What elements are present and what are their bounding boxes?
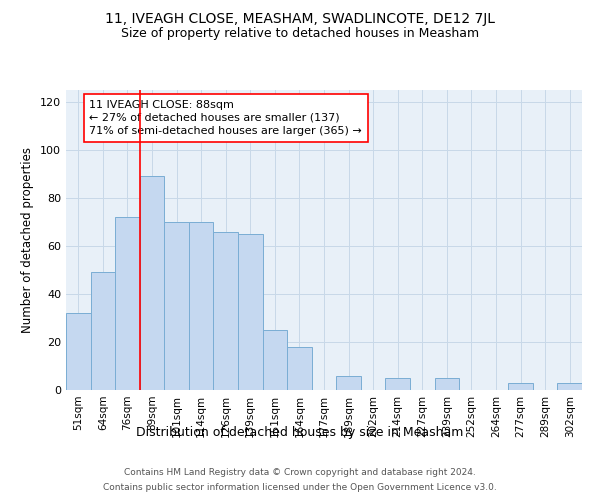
- Bar: [66, 313, 91, 390]
- Bar: [385, 378, 410, 390]
- Text: Contains public sector information licensed under the Open Government Licence v3: Contains public sector information licen…: [103, 483, 497, 492]
- Bar: [214, 232, 238, 390]
- Bar: [508, 383, 533, 390]
- Bar: [115, 217, 140, 390]
- Bar: [91, 272, 115, 390]
- Bar: [140, 176, 164, 390]
- Text: Contains HM Land Registry data © Crown copyright and database right 2024.: Contains HM Land Registry data © Crown c…: [124, 468, 476, 477]
- Bar: [287, 347, 312, 390]
- Text: Size of property relative to detached houses in Measham: Size of property relative to detached ho…: [121, 28, 479, 40]
- Text: 11 IVEAGH CLOSE: 88sqm
← 27% of detached houses are smaller (137)
71% of semi-de: 11 IVEAGH CLOSE: 88sqm ← 27% of detached…: [89, 100, 362, 136]
- Bar: [189, 222, 214, 390]
- Bar: [336, 376, 361, 390]
- Bar: [557, 383, 582, 390]
- Text: Distribution of detached houses by size in Measham: Distribution of detached houses by size …: [136, 426, 464, 439]
- Bar: [263, 330, 287, 390]
- Bar: [434, 378, 459, 390]
- Bar: [238, 234, 263, 390]
- Text: 11, IVEAGH CLOSE, MEASHAM, SWADLINCOTE, DE12 7JL: 11, IVEAGH CLOSE, MEASHAM, SWADLINCOTE, …: [105, 12, 495, 26]
- Y-axis label: Number of detached properties: Number of detached properties: [22, 147, 34, 333]
- Bar: [164, 222, 189, 390]
